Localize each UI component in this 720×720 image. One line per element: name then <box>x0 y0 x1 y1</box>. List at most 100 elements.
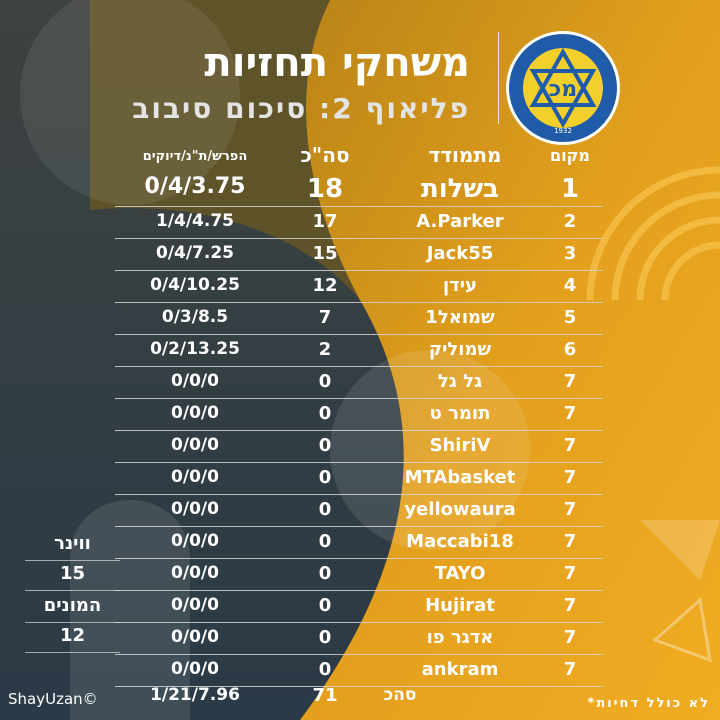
stats-cell: 0/4/3.75 <box>144 174 246 199</box>
rank-cell: 7 <box>563 371 577 392</box>
player-cell: Hujirat <box>425 595 495 616</box>
row-divider <box>115 366 603 367</box>
header-rank: מקום <box>550 146 590 165</box>
player-cell: A.Parker <box>416 211 504 232</box>
maccabi-logo: מכ 1932 <box>506 31 620 145</box>
side-divider <box>25 590 120 591</box>
player-cell: עידן <box>442 275 478 296</box>
svg-text:1932: 1932 <box>554 127 572 135</box>
row-divider <box>115 398 603 399</box>
player-cell: בשלות <box>421 174 499 204</box>
total-cell: 15 <box>312 243 338 264</box>
total-cell: 0 <box>318 467 332 488</box>
rank-cell: 7 <box>563 563 577 584</box>
rank-cell: 7 <box>563 435 577 456</box>
total-cell: 0 <box>318 659 332 680</box>
rank-cell: 6 <box>563 339 577 360</box>
player-cell: MTAbasket <box>404 467 516 488</box>
row-divider <box>115 590 603 591</box>
header-divider <box>498 32 499 124</box>
stats-cell: 0/0/0 <box>171 627 219 647</box>
rank-cell: 2 <box>563 211 577 232</box>
stats-cell: 1/4/4.75 <box>155 211 235 231</box>
total-cell: 2 <box>318 339 332 360</box>
stats-cell: 0/0/0 <box>171 371 219 391</box>
rank-cell: 7 <box>563 499 577 520</box>
player-cell: שמוליק <box>428 339 492 360</box>
total-cell: 0 <box>318 371 332 392</box>
total-cell: 0 <box>318 435 332 456</box>
stats-cell: 0/3/8.5 <box>161 307 229 327</box>
row-divider <box>115 334 603 335</box>
player-cell: Maccabi18 <box>406 531 514 552</box>
stats-cell: 0/0/0 <box>171 467 219 487</box>
side-divider <box>25 652 120 653</box>
side-divider <box>25 622 120 623</box>
row-divider <box>115 302 603 303</box>
stats-cell: 0/0/0 <box>171 563 219 583</box>
svg-text:מכ: מכ <box>549 77 577 102</box>
rank-cell: 4 <box>563 275 577 296</box>
player-cell: תומר ט <box>429 403 491 424</box>
player-cell: גל גל <box>437 371 483 392</box>
total-cell: 0 <box>318 563 332 584</box>
rank-cell: 7 <box>563 467 577 488</box>
stats-cell: 0/0/0 <box>171 435 219 455</box>
stats-cell: 0/0/0 <box>171 531 219 551</box>
total-cell: 0 <box>318 627 332 648</box>
total-cell: 0 <box>318 595 332 616</box>
total-cell: 0 <box>318 531 332 552</box>
summary-label: סהכ <box>383 685 417 705</box>
monim-label: המונים <box>43 595 102 616</box>
rank-cell: 7 <box>563 531 577 552</box>
winner-value: 15 <box>59 563 86 584</box>
total-cell: 7 <box>318 307 332 328</box>
stats-cell: 0/4/10.25 <box>150 275 240 295</box>
total-cell: 12 <box>312 275 338 296</box>
row-divider <box>115 430 603 431</box>
header-total: סה"כ <box>300 143 350 167</box>
monim-value: 12 <box>59 625 86 646</box>
row-divider <box>115 654 603 655</box>
row-divider <box>115 494 603 495</box>
total-cell: 0 <box>318 499 332 520</box>
row-divider <box>115 462 603 463</box>
row-divider <box>115 270 603 271</box>
rank-cell: 7 <box>563 403 577 424</box>
stats-cell: 0/0/0 <box>171 499 219 519</box>
player-cell: ShiriV <box>429 435 491 456</box>
row-divider <box>115 622 603 623</box>
player-cell: Jack55 <box>426 243 494 264</box>
row-divider <box>115 206 603 207</box>
total-cell: 18 <box>306 174 344 204</box>
header-stats: הפרש/ת"נ/דיוקים <box>142 149 248 164</box>
rank-cell: 1 <box>560 174 580 204</box>
row-divider <box>115 526 603 527</box>
rank-cell: 7 <box>563 627 577 648</box>
stats-cell: 0/0/0 <box>171 595 219 615</box>
row-divider <box>115 686 603 687</box>
rank-cell: 5 <box>563 307 577 328</box>
stats-cell: 0/2/13.25 <box>150 339 240 359</box>
rank-cell: 3 <box>563 243 577 264</box>
total-cell: 17 <box>312 211 338 232</box>
stats-cell: 0/0/0 <box>171 659 219 679</box>
credit-text: ShayUzan© <box>8 690 98 708</box>
page-subtitle: פליאוף 2: סיכום סיבוב <box>132 92 470 125</box>
winner-label: ווינר <box>54 533 91 554</box>
stats-cell: 0/4/7.25 <box>155 243 235 263</box>
player-cell: שמואל1 <box>425 307 495 328</box>
side-divider <box>25 560 120 561</box>
summary-stats: 1/21/7.96 <box>150 685 240 705</box>
player-cell: ankram <box>421 659 499 680</box>
total-cell: 0 <box>318 403 332 424</box>
footnote-text: *לא כולל דחיות <box>587 696 710 711</box>
player-cell: TAYO <box>434 563 486 584</box>
stats-cell: 0/0/0 <box>171 403 219 423</box>
summary-total: 71 <box>312 685 338 706</box>
page-title: משחקי תחזיות <box>204 40 470 86</box>
header-player: מתמודד <box>428 143 502 167</box>
rank-cell: 7 <box>563 659 577 680</box>
rank-cell: 7 <box>563 595 577 616</box>
player-cell: אדגר פו <box>426 627 494 648</box>
